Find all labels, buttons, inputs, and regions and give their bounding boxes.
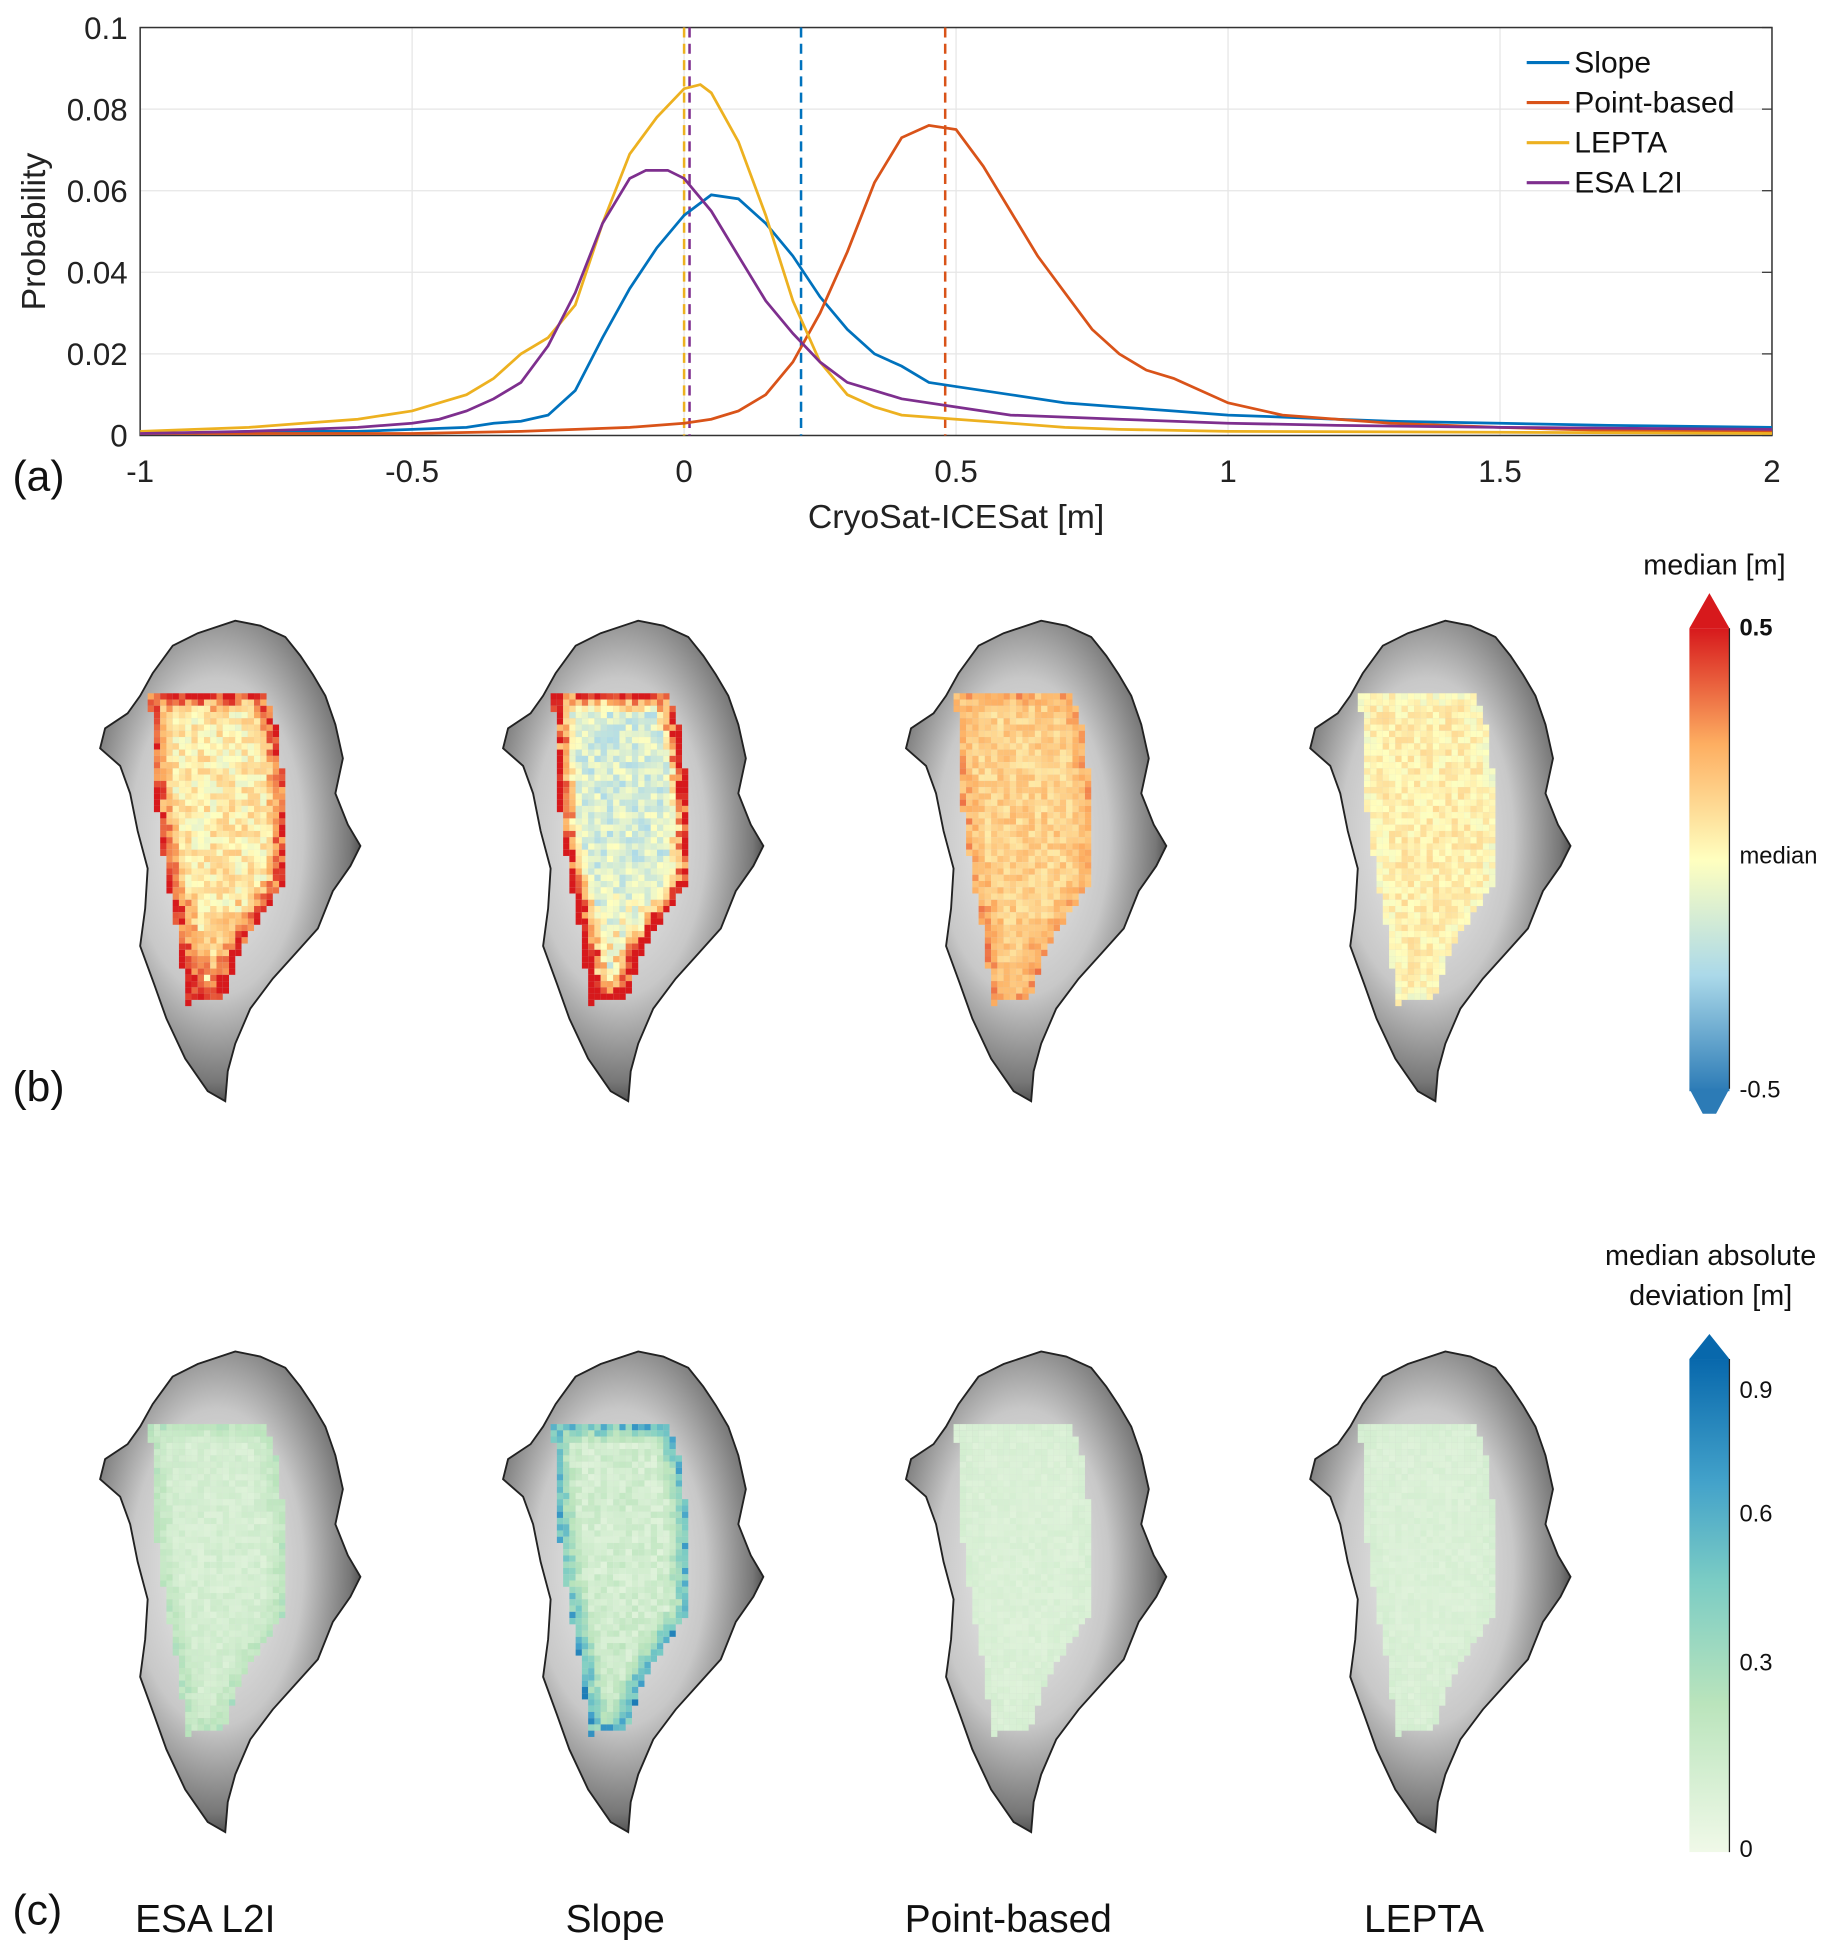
- median-colorbar-tick-median: median: [1739, 843, 1818, 870]
- mad-map-point-based: [904, 1350, 1168, 1834]
- median-colorbar: [1689, 593, 1731, 1114]
- grid-cells: [550, 693, 689, 1007]
- panel-label-b: (b): [12, 1063, 65, 1112]
- column-label-esa-l2i: ESA L2I: [135, 1897, 276, 1941]
- panel-label-a: (a): [12, 453, 65, 501]
- grid-cells: [1357, 1424, 1496, 1737]
- y-tick-label: 0.04: [67, 256, 128, 291]
- median-colorbar-title: median [m]: [1643, 548, 1786, 581]
- median-map-point-based: [904, 619, 1168, 1103]
- mad-colorbar-tick-0.3: 0.3: [1739, 1650, 1773, 1677]
- column-label-point-based: Point-based: [904, 1897, 1112, 1941]
- probability-chart: -1 -0.5 0 0.5 1 1.5 2 0 0.02 0.04 0.06 0.08 0.1 CryoS…: [15, 11, 1781, 536]
- grid-cells: [953, 1424, 1092, 1737]
- mad-map-slope: [502, 1350, 765, 1834]
- series-line-lepta: [140, 83, 1772, 435]
- median-colorbar-tick-max: 0.5: [1739, 615, 1773, 642]
- median-map-lepta: [1309, 619, 1572, 1103]
- x-tick-label: 0: [675, 454, 692, 489]
- legend-entry: ESA L2I: [1574, 167, 1682, 200]
- x-tick-label: -0.5: [385, 454, 439, 489]
- colorbar-min-arrow: [1689, 1088, 1730, 1114]
- x-tick-label: 2: [1763, 454, 1780, 489]
- grid-cells: [550, 1424, 689, 1737]
- y-tick-label: 0.08: [67, 92, 128, 127]
- legend-entry: LEPTA: [1574, 127, 1667, 160]
- series-line-point-based: [140, 123, 1772, 435]
- legend-entry: Point-based: [1574, 87, 1734, 120]
- y-tick-label: 0.1: [84, 11, 127, 46]
- colorbar-max-arrow: [1689, 1333, 1730, 1360]
- panel-label-c: (c): [12, 1887, 63, 1935]
- colorbar-max-arrow: [1689, 593, 1730, 629]
- mad-colorbar-tick-0.9: 0.9: [1739, 1377, 1773, 1405]
- x-tick-label: 1: [1219, 454, 1236, 489]
- x-tick-label: 0.5: [934, 454, 977, 489]
- column-label-slope: Slope: [565, 1897, 665, 1941]
- y-tick-label: 0.06: [67, 174, 128, 209]
- grid-cells: [147, 693, 286, 1007]
- mad-map-esa-l2i: [99, 1350, 362, 1834]
- grid-cells: [147, 1424, 286, 1737]
- median-map-esa-l2i: [99, 619, 362, 1103]
- y-tick-label: 0: [110, 419, 127, 454]
- y-tick-label: 0.02: [67, 337, 128, 372]
- axes-box: [139, 26, 1773, 437]
- mad-map-lepta: [1309, 1350, 1572, 1834]
- mad-colorbar-title-2: deviation [m]: [1629, 1278, 1793, 1312]
- mad-colorbar-title-1: median absolute: [1605, 1238, 1817, 1272]
- y-axis-label: Probability: [15, 153, 53, 311]
- mad-colorbar: [1689, 1333, 1731, 1853]
- series-line-esa-l2i: [140, 168, 1772, 435]
- x-tick-label: -1: [126, 454, 154, 489]
- x-tick-label: 1.5: [1478, 454, 1521, 489]
- x-axis-label: CryoSat-ICESat [m]: [808, 498, 1104, 536]
- mad-colorbar-tick-0: 0: [1739, 1837, 1753, 1864]
- grid-cells: [1357, 693, 1496, 1007]
- series-line-slope: [140, 193, 1772, 435]
- grid-cells: [953, 693, 1092, 1007]
- legend-entry: Slope: [1574, 47, 1651, 80]
- median-colorbar-tick-min: -0.5: [1739, 1077, 1781, 1104]
- median-map-slope: [502, 619, 765, 1103]
- mad-colorbar-tick-0.6: 0.6: [1739, 1501, 1773, 1528]
- column-label-lepta: LEPTA: [1364, 1897, 1485, 1941]
